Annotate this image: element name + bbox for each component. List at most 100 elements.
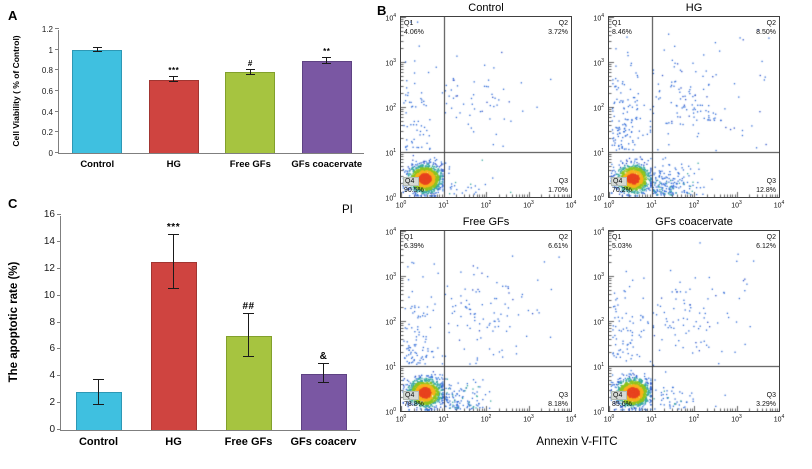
x-category-label: Control <box>80 159 115 170</box>
y-tick-mark <box>57 240 61 242</box>
flow-x-tick-label: 100 <box>603 414 615 424</box>
flow-y-tick-label: 104 <box>385 13 396 23</box>
quadrant-percentage: 90.5% <box>404 187 424 194</box>
significance-marker: *** <box>168 66 180 75</box>
quadrant-percentage: 4.06% <box>404 29 424 36</box>
flow-x-tick-label: 104 <box>773 200 785 210</box>
quadrant-name: Q1 <box>404 20 414 27</box>
quadrant-label-q3: Q3 12.8% <box>756 177 776 195</box>
flow-plot-area: Q1 5.03% Q2 6.12% Q3 3.29% Q4 85.6% <box>608 230 780 412</box>
cell-viability-bar-chart: 0 0.2 0.4 0.6 0.8 1 1.2 Control *** HG # Free GFs **… <box>0 0 396 192</box>
flow-x-tick-label: 104 <box>565 200 577 210</box>
flow-plot-hg: HG 100 100 101 101 102 102 103 103 104 104 Q1 8.46% Q… <box>582 2 784 212</box>
flow-x-tick-label: 102 <box>688 414 700 424</box>
y-tick-label: 0.2 <box>41 128 53 138</box>
flow-y-tick-label: 104 <box>593 13 604 23</box>
error-bar-cap <box>93 379 104 381</box>
flow-y-tick-label: 100 <box>593 193 604 203</box>
flow-x-tick-label: 103 <box>731 200 742 210</box>
y-tick-mark <box>57 429 61 430</box>
quadrant-label-q2: Q2 6.61% <box>548 233 568 251</box>
flow-y-tick-label: 103 <box>385 272 396 282</box>
y-tick-label: 1.2 <box>41 25 53 34</box>
flow-x-tick-label: 102 <box>688 200 700 210</box>
flow-scatter-canvas <box>609 231 779 411</box>
quadrant-name: Q4 <box>612 178 627 185</box>
y-tick-label: 16 <box>43 209 55 220</box>
quadrant-label-q3: Q3 3.29% <box>756 391 776 409</box>
quadrant-percentage: 85.6% <box>612 401 632 408</box>
quadrant-name: Q3 <box>766 392 776 399</box>
quadrant-percentage: 70.2% <box>612 187 632 194</box>
y-tick-label: 12 <box>43 262 55 274</box>
flow-plot-free-gfs: Free GFs 100 100 101 101 102 102 103 103 104 104 Q1… <box>374 216 576 426</box>
quadrant-percentage: 5.03% <box>612 243 632 250</box>
quadrant-label-q1: Q1 8.46% <box>612 19 632 37</box>
y-tick-mark <box>55 90 59 91</box>
quadrant-percentage: 6.39% <box>404 243 424 250</box>
quadrant-label-q4: Q4 90.5% <box>404 177 424 195</box>
bar-hg <box>150 262 197 430</box>
error-bar-cap <box>169 76 179 77</box>
error-bar-cap <box>245 73 255 75</box>
error-bar <box>248 314 249 358</box>
flow-x-tick-label: 102 <box>480 414 492 424</box>
quadrant-name: Q2 <box>766 234 776 241</box>
y-tick-mark <box>57 348 61 350</box>
y-tick-label: 14 <box>43 235 55 247</box>
flow-y-tick-label: 101 <box>385 148 396 158</box>
y-tick-mark <box>57 267 61 269</box>
x-category-label: Free GFs <box>229 159 271 170</box>
error-bar-cap <box>168 287 179 289</box>
y-tick-mark <box>57 375 61 377</box>
y-tick-label: 0 <box>49 424 55 435</box>
quadrant-percentage: 8.18% <box>548 401 568 408</box>
quadrant-percentage: 6.12% <box>756 243 776 250</box>
y-tick-mark <box>57 321 61 323</box>
flow-y-tick-label: 104 <box>593 227 604 237</box>
quadrant-label-q2: Q2 8.50% <box>756 19 776 37</box>
y-tick-mark <box>57 294 61 296</box>
flow-plot-title: GFs coacervate <box>655 216 733 228</box>
quadrant-name: Q4 <box>404 178 419 185</box>
significance-marker: # <box>247 59 253 69</box>
error-bar-cap <box>92 46 102 48</box>
significance-marker: *** <box>166 222 181 234</box>
x-category-label: HG <box>166 159 181 170</box>
quadrant-name: Q1 <box>612 20 622 27</box>
y-tick-label: 8 <box>49 316 55 328</box>
quadrant-name: Q4 <box>612 392 627 399</box>
y-tick-label: 0.6 <box>41 87 53 96</box>
significance-marker: ## <box>242 301 255 313</box>
flow-x-tick-label: 101 <box>646 414 657 424</box>
bar-free-gfs <box>225 72 276 153</box>
quadrant-label-q3: Q3 1.70% <box>548 177 568 195</box>
panel-b-y-axis-title: PI <box>342 204 353 216</box>
error-bar <box>323 364 324 383</box>
panel-b-x-axis-title: Annexin V-FITC <box>536 436 618 448</box>
flow-scatter-canvas <box>401 17 571 197</box>
bar-control <box>72 49 123 153</box>
error-bar-cap <box>93 403 104 405</box>
y-tick-mark <box>55 152 59 153</box>
bar-hg <box>148 79 199 153</box>
panel-b-label: B <box>377 3 387 18</box>
apoptotic-rate-bar-chart: 0 2 4 6 8 10 12 14 16 Control *** HG ## Free GFs & GFs … <box>0 192 396 469</box>
flow-plot-title: HG <box>685 2 703 14</box>
quadrant-name: Q3 <box>558 178 568 185</box>
error-bar-cap <box>169 81 179 83</box>
quadrant-percentage: 3.72% <box>548 29 568 36</box>
quadrant-name: Q2 <box>766 20 776 27</box>
flow-scatter-canvas <box>401 231 571 411</box>
flow-y-tick-label: 102 <box>385 317 396 327</box>
flow-scatter-canvas <box>609 17 779 197</box>
y-tick-mark <box>55 69 59 71</box>
quadrant-label-q4: Q4 85.6% <box>612 391 632 409</box>
quadrant-percentage: 1.70% <box>548 187 568 194</box>
panel-a: A Cell Viability ( % of Control) 0 0.2 0.4… <box>0 0 396 192</box>
y-tick-mark <box>57 214 61 215</box>
quadrant-percentage: 78.8% <box>404 401 424 408</box>
error-bar-cap <box>322 63 332 65</box>
flow-x-tick-label: 103 <box>731 414 742 424</box>
error-bar <box>173 77 175 83</box>
